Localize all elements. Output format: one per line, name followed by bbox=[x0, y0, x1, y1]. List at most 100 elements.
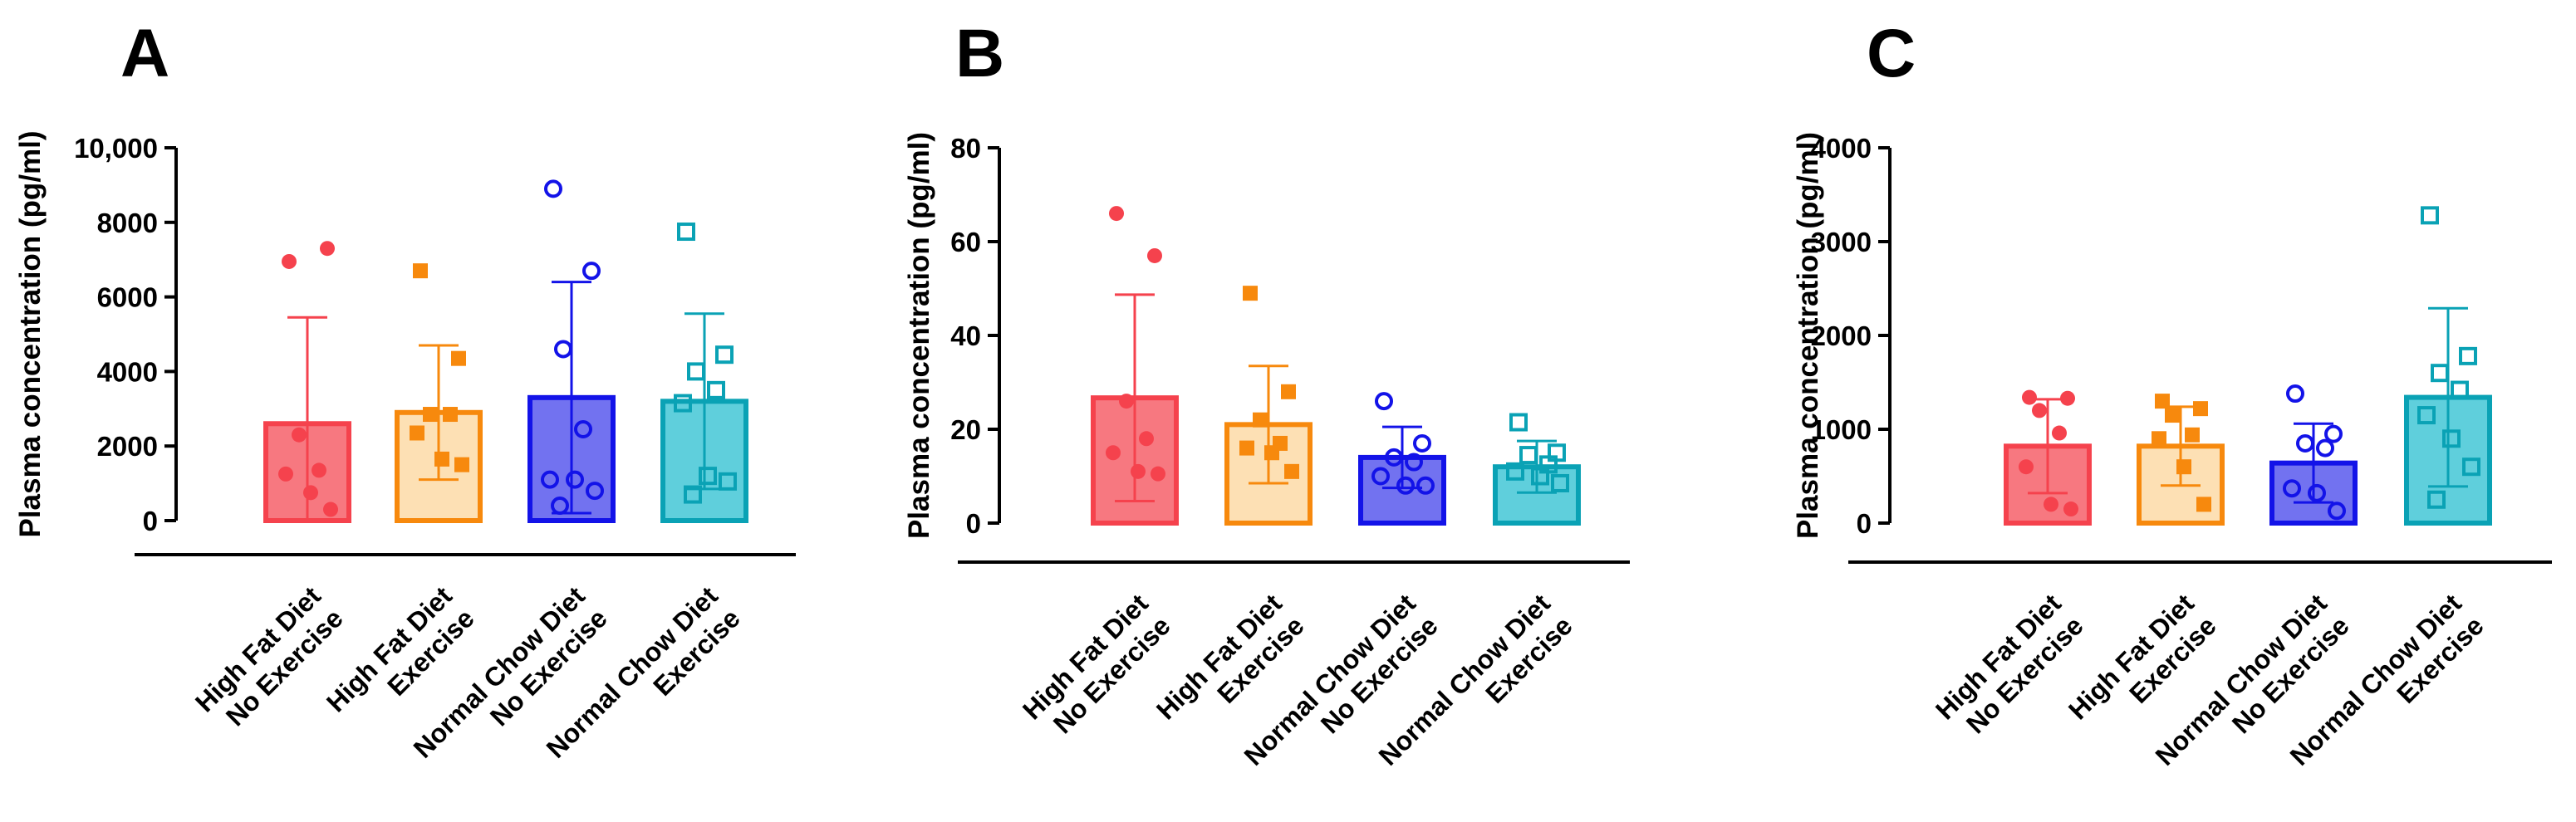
panel-b-point-hfd-ex bbox=[1253, 412, 1268, 428]
panel-b-point-hfd-noex bbox=[1139, 431, 1154, 447]
panel-b-point-ncd-noex bbox=[1371, 467, 1390, 486]
panel-b-point-hfd-noex bbox=[1151, 466, 1165, 482]
panel-a: A Plasma concentration (pg/ml) 0 2000 4000 60… bbox=[14, 16, 796, 764]
panel-c-category-label-hfd-noex: High Fat DietNo Exercise bbox=[1930, 588, 2089, 747]
panel-b-point-hfd-noex bbox=[1106, 445, 1121, 461]
panel-c-point-ncd-noex bbox=[2286, 384, 2304, 404]
panel-a-point-ncd-noex bbox=[554, 340, 572, 359]
panel-b-y-axis-label: Plasma concentration (pg/ml) bbox=[903, 132, 935, 539]
panel-b-point-ncd-noex bbox=[1396, 476, 1415, 495]
panel-a-point-hfd-ex bbox=[451, 350, 466, 366]
panel-a-y-tick-label: 0 bbox=[143, 506, 158, 536]
panel-a-point-hfd-noex bbox=[320, 241, 335, 257]
panel-a-point-hfd-ex bbox=[434, 451, 449, 467]
panel-a-point-hfd-noex bbox=[303, 485, 318, 501]
panel-a-point-hfd-ex bbox=[410, 425, 424, 441]
panel-b-point-hfd-ex bbox=[1264, 445, 1279, 461]
panel-c-point-hfd-ex bbox=[2155, 394, 2170, 409]
panel-c-point-ncd-noex bbox=[2324, 424, 2343, 443]
panel-c-point-hfd-noex bbox=[2032, 403, 2047, 418]
panel-b-point-ncd-ex bbox=[1506, 462, 1524, 481]
panel-c-point-hfd-noex bbox=[2060, 390, 2075, 406]
panel-c-point-ncd-ex bbox=[2451, 380, 2469, 399]
panel-a-point-ncd-noex bbox=[586, 482, 604, 501]
panel-b-point-ncd-ex bbox=[1519, 446, 1538, 465]
panel-a-point-ncd-noex bbox=[582, 262, 601, 281]
panel-b-y-tick-label: 40 bbox=[950, 320, 981, 351]
panel-b-y-tick-label: 80 bbox=[950, 133, 981, 164]
panel-a-y-tick-label: 4000 bbox=[97, 356, 158, 387]
panel-c-y-tick-label: 0 bbox=[1857, 508, 1872, 539]
panel-b-point-hfd-ex bbox=[1239, 440, 1254, 456]
panel-c-point-ncd-ex bbox=[2421, 206, 2439, 225]
panel-c-point-hfd-noex bbox=[2044, 497, 2058, 512]
panel-a-point-ncd-noex bbox=[566, 470, 584, 489]
panel-c-point-ncd-ex bbox=[2442, 429, 2461, 448]
panel-c-point-hfd-noex bbox=[2052, 425, 2067, 441]
panel-a-point-ncd-ex bbox=[677, 223, 695, 242]
panel-a-letter: A bbox=[120, 16, 169, 91]
panel-b-point-ncd-ex bbox=[1531, 467, 1549, 486]
panel-b-point-ncd-ex bbox=[1551, 473, 1569, 492]
panel-c-point-ncd-noex bbox=[2316, 438, 2334, 457]
panel-c-point-hfd-ex bbox=[2193, 401, 2208, 417]
panel-c-y-tick-label: 3000 bbox=[1811, 227, 1872, 257]
panel-c-point-ncd-noex bbox=[2283, 479, 2301, 498]
panel-b-y-tick-label: 60 bbox=[950, 227, 981, 257]
panel-c-point-hfd-noex bbox=[2022, 389, 2037, 405]
panel-b-point-ncd-noex bbox=[1385, 448, 1403, 467]
panel-c-point-hfd-noex bbox=[2063, 502, 2078, 517]
panel-a-point-hfd-noex bbox=[312, 462, 326, 478]
panel-b-point-hfd-noex bbox=[1147, 247, 1162, 263]
panel-b-point-hfd-noex bbox=[1109, 206, 1124, 222]
panel-c-point-ncd-noex bbox=[2296, 433, 2314, 453]
panel-a-point-hfd-ex bbox=[454, 457, 469, 472]
panel-c-y-tick-label: 2000 bbox=[1811, 320, 1872, 351]
panel-a-y-axis-label: Plasma concentration (pg/ml) bbox=[14, 130, 47, 537]
panel-c-point-hfd-ex bbox=[2165, 408, 2180, 423]
panel-b-point-ncd-noex bbox=[1405, 453, 1423, 472]
panel-b-y-tick-label: 20 bbox=[950, 414, 981, 445]
panel-a-y-tick-label: 8000 bbox=[97, 208, 158, 238]
panel-b: B Plasma concentration (pg/ml) 0 20 40 60 80 Hi… bbox=[903, 16, 1630, 771]
panel-b-category-label-hfd-noex: High Fat DietNo Exercise bbox=[1017, 588, 1176, 747]
panel-a-point-ncd-ex bbox=[715, 345, 734, 365]
panel-a-point-ncd-ex bbox=[674, 394, 692, 413]
panel-c-point-ncd-noex bbox=[2308, 483, 2326, 502]
panel-c-point-ncd-noex bbox=[2328, 502, 2346, 521]
panel-c-point-ncd-ex bbox=[2459, 346, 2477, 365]
panel-b-point-ncd-noex bbox=[1375, 392, 1393, 411]
panel-c-point-ncd-ex bbox=[2462, 457, 2480, 477]
panel-c: C Plasma concentration (pg/ml) 0 1000 2000 30… bbox=[1792, 16, 2552, 771]
panel-c-y-axis-label: Plasma concentration (pg/ml) bbox=[1792, 132, 1824, 539]
panel-a-point-hfd-noex bbox=[323, 502, 338, 517]
panel-a-y-tick-label: 6000 bbox=[97, 282, 158, 313]
panel-a-point-hfd-noex bbox=[278, 466, 293, 482]
panel-b-y-tick-label: 0 bbox=[966, 508, 981, 539]
panel-a-y-tick-label: 10,000 bbox=[74, 133, 158, 164]
panel-a-point-hfd-ex bbox=[413, 263, 428, 279]
panel-a-point-ncd-noex bbox=[541, 470, 559, 489]
panel-b-point-hfd-ex bbox=[1284, 463, 1299, 479]
panel-a-category-label-hfd-noex: High Fat DietNo Exercise bbox=[189, 580, 349, 740]
panel-c-point-ncd-ex bbox=[2431, 364, 2449, 383]
panel-b-point-hfd-ex bbox=[1243, 286, 1258, 301]
panel-a-point-hfd-noex bbox=[292, 427, 307, 443]
panel-a-point-ncd-noex bbox=[574, 419, 592, 438]
panel-a-y-tick-label: 2000 bbox=[97, 431, 158, 462]
panel-c-point-hfd-ex bbox=[2196, 497, 2211, 512]
panel-c-y-tick-label: 1000 bbox=[1811, 414, 1872, 445]
panel-c-point-ncd-ex bbox=[2427, 490, 2446, 509]
panel-b-point-hfd-noex bbox=[1119, 394, 1134, 409]
panel-a-point-ncd-ex bbox=[719, 472, 737, 491]
panel-a-point-ncd-ex bbox=[687, 362, 705, 381]
panel-c-y-tick-label: 4000 bbox=[1811, 133, 1872, 164]
panel-c-point-hfd-noex bbox=[2019, 459, 2034, 475]
panel-c-point-hfd-ex bbox=[2185, 427, 2200, 443]
panel-a-point-ncd-noex bbox=[551, 497, 569, 516]
panel-a-point-hfd-ex bbox=[443, 407, 458, 423]
panel-c-point-hfd-ex bbox=[2176, 459, 2191, 475]
panel-b-point-hfd-ex bbox=[1281, 384, 1296, 399]
panel-c-point-hfd-ex bbox=[2152, 431, 2166, 447]
